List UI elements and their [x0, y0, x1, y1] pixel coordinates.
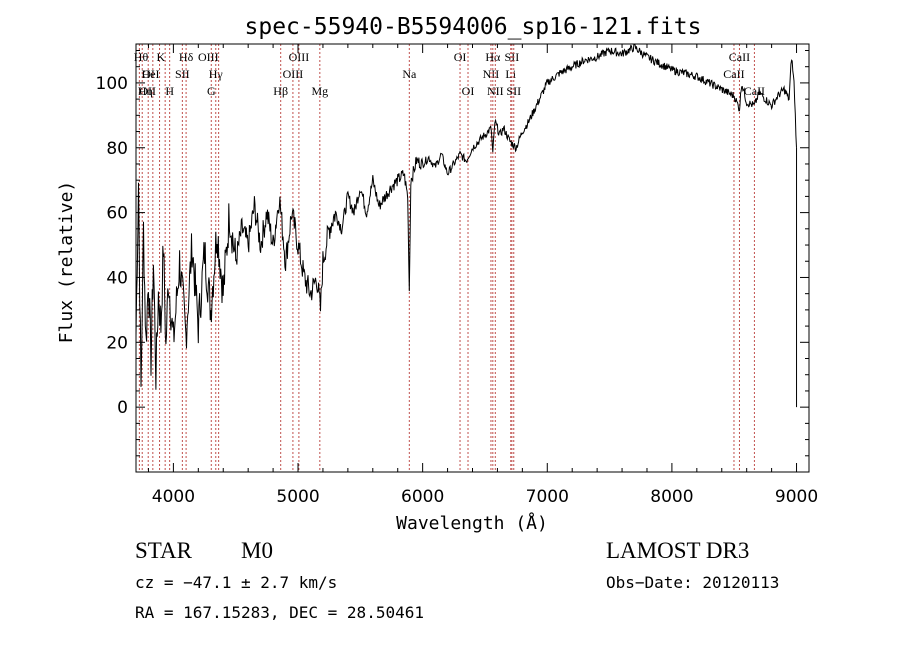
marker-label: CaII	[744, 84, 765, 98]
y-axis-label: Flux (relative)	[56, 181, 77, 344]
marker-label: CaII	[729, 50, 750, 64]
coordinates: RA = 167.15283, DEC = 28.50461	[135, 603, 424, 622]
marker-label: SII	[505, 50, 520, 64]
marker-label: OIII	[283, 67, 304, 81]
marker-label: Hδ	[179, 50, 194, 64]
marker-label: HeI	[142, 67, 160, 81]
marker-label: CaII	[723, 67, 744, 81]
marker-label: H	[165, 84, 174, 98]
x-tick-label: 8000	[650, 487, 693, 507]
y-tick-label: 80	[106, 139, 128, 159]
obs-date: Obs−Date: 20120113	[606, 573, 780, 592]
x-tick-label: 6000	[401, 487, 444, 507]
chart-title: spec-55940-B5594006_sp16-121.fits	[245, 14, 702, 40]
spectrum-line	[135, 43, 797, 390]
x-tick-label: 9000	[775, 487, 818, 507]
marker-label: NII	[483, 67, 500, 81]
marker-label: OII	[139, 84, 156, 98]
object-class: STAR	[135, 538, 192, 563]
marker-label: Mg	[311, 84, 328, 98]
marker-label: Hη	[138, 84, 153, 98]
x-axis-label: Wavelength (Å)	[396, 512, 548, 534]
marker-label: OI	[462, 84, 475, 98]
marker-label: Hγ	[209, 67, 224, 81]
marker-label: Li	[505, 67, 516, 81]
x-tick-label: 4000	[152, 487, 195, 507]
y-tick-label: 40	[106, 268, 128, 288]
y-tick-label: 60	[106, 204, 128, 224]
marker-label: SII	[506, 84, 521, 98]
survey-name: LAMOST DR3	[606, 538, 750, 563]
y-tick-label: 20	[106, 333, 128, 353]
marker-label: K	[156, 50, 165, 64]
y-tick-label: 100	[96, 74, 128, 94]
marker-label: OI	[454, 50, 467, 64]
x-tick-label: 5000	[276, 487, 319, 507]
marker-label: OIII	[198, 50, 219, 64]
marker-label: G	[207, 84, 216, 98]
spectrum-series	[135, 43, 798, 408]
redshift-info: cz = −47.1 ± 2.7 km/s	[135, 573, 338, 592]
spectral-subclass: M0	[241, 538, 273, 563]
marker-label: Hθ	[134, 50, 149, 64]
x-tick-label: 7000	[526, 487, 569, 507]
marker-label: Hβ	[273, 84, 288, 98]
axes: 4000 5000 6000 7000 8000 9000 0 20 40 60 80 100	[96, 44, 818, 507]
spectral-line-markers: OIIOIHθHηHeIKHSIIHδGHγOIIIHβOIIIOIIIMgNa…	[134, 44, 765, 472]
marker-label: NII	[487, 84, 504, 98]
marker-label: Hα	[485, 50, 501, 64]
marker-label: OIII	[289, 50, 310, 64]
y-tick-label: 0	[117, 398, 128, 418]
marker-label: Na	[402, 67, 417, 81]
marker-label: SII	[175, 67, 190, 81]
